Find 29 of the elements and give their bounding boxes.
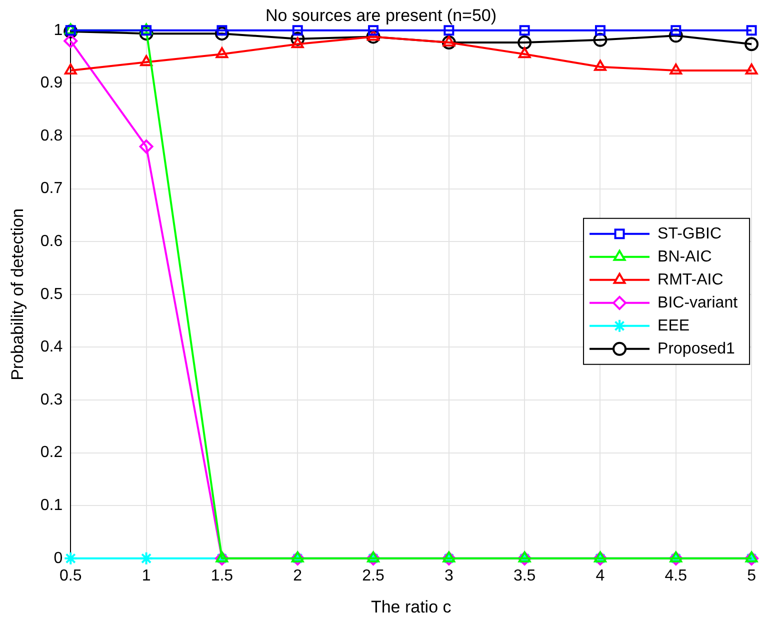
legend-label: BN-AIC [658, 248, 712, 266]
x-tick-label: 4.5 [664, 567, 688, 584]
legend-label: ST-GBIC [658, 225, 722, 242]
y-tick-label: 0.2 [40, 444, 63, 462]
y-axis-title: Probability of detection [8, 208, 27, 380]
y-tick-label: 0.3 [40, 391, 63, 408]
x-tick-label: 1.5 [210, 567, 234, 584]
x-axis-title: The ratio c [370, 597, 452, 616]
x-tick-label: 2 [293, 567, 302, 584]
x-tick-label: 4 [596, 567, 605, 584]
y-tick-label: 0.4 [40, 338, 63, 356]
y-tick-label: 0.5 [40, 286, 63, 303]
legend-label: RMT-AIC [658, 271, 724, 288]
x-tick-label: 1 [142, 567, 151, 584]
chart-title: No sources are present (n=50) [265, 6, 497, 25]
y-tick-label: 0 [54, 550, 63, 567]
x-tick-label: 3.5 [513, 567, 536, 584]
y-tick-label: 1 [54, 22, 63, 39]
x-tick-label: 3 [444, 567, 454, 584]
y-tick-label: 0.7 [40, 180, 63, 198]
legend-label: EEE [658, 317, 690, 334]
y-tick-label: 0.8 [40, 127, 63, 144]
y-tick-label: 0.6 [40, 233, 63, 250]
y-tick-label: 0.9 [40, 74, 63, 92]
y-tick-label: 0.1 [40, 497, 63, 514]
x-tick-label: 5 [747, 567, 756, 584]
x-tick-label: 2.5 [362, 567, 384, 584]
legend-label: Proposed1 [658, 340, 736, 358]
legend-label: BIC-variant [658, 294, 738, 312]
